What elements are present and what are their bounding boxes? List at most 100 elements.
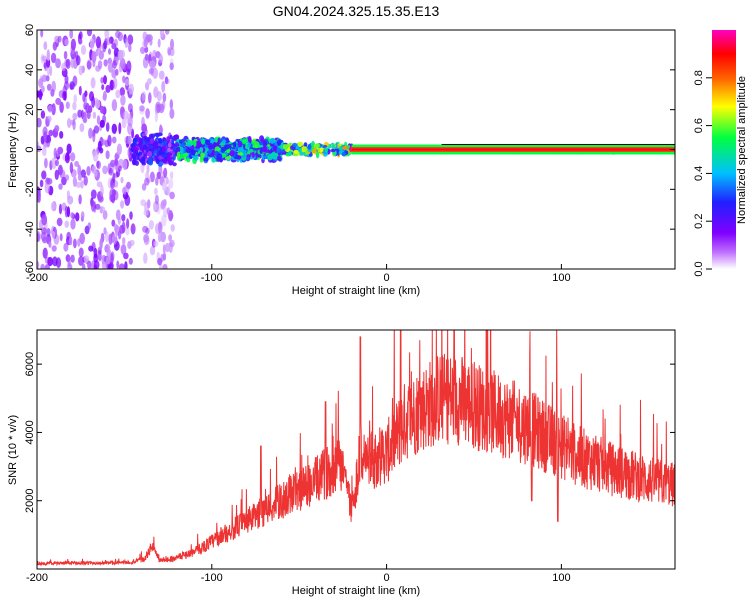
colorbar-tick-label: 0.6 xyxy=(693,118,705,133)
spectrogram-cell xyxy=(39,179,44,188)
spectrogram-cell xyxy=(78,194,82,205)
spectrogram-cell xyxy=(143,233,150,243)
spectrogram-cell xyxy=(125,227,130,236)
spectrogram-cell xyxy=(99,238,103,250)
spectrogram-cell xyxy=(129,211,133,220)
spectrogram-cell xyxy=(155,158,160,165)
spectrogram-cell xyxy=(259,141,264,146)
spectrogram-cell xyxy=(78,85,82,96)
y-tick-label: 6000 xyxy=(24,352,36,376)
spectrogram-cell xyxy=(78,65,84,76)
spectrogram-cell xyxy=(90,189,97,199)
spectrogram-cell xyxy=(111,42,117,50)
snr-x-ticks: -200 -100 0 100 xyxy=(26,564,571,584)
spectrogram-cell xyxy=(107,134,112,147)
spectrogram-cell xyxy=(93,253,99,263)
chart-title: GN04.2024.325.15.35.E13 xyxy=(273,3,440,19)
spectrogram-cell xyxy=(111,99,118,112)
spectrogram-cell xyxy=(164,78,170,85)
x-tick-label: -200 xyxy=(26,572,48,584)
spectrogram-cell xyxy=(74,160,79,167)
spectrogram-cell xyxy=(316,144,320,148)
spectrogram-cell xyxy=(168,159,173,166)
spectrogram-cell xyxy=(169,191,175,200)
spectrogram-cell xyxy=(207,142,214,150)
spectrogram-cell xyxy=(150,133,156,139)
spectrogram-cell xyxy=(37,145,42,152)
spectrogram-cell xyxy=(101,84,105,91)
spectrogram-cell xyxy=(104,243,111,253)
spectrogram-cell xyxy=(262,140,268,147)
spectrogram-cell xyxy=(159,30,165,38)
spectrogram-cell xyxy=(83,175,88,186)
spectrogram-x-ticks: -200 -100 0 100 xyxy=(26,264,571,284)
spectrogram-cell xyxy=(37,90,40,98)
spectrogram-cell xyxy=(108,233,113,245)
spectrogram-cell xyxy=(117,230,122,240)
spectrogram-cell xyxy=(41,146,47,157)
spectrogram-cell xyxy=(128,257,133,265)
x-tick-label: 100 xyxy=(552,572,570,584)
spectrogram-cell xyxy=(234,146,239,150)
x-tick-label: -100 xyxy=(201,272,223,284)
spectrogram-cell xyxy=(158,54,163,64)
spectrogram-cell xyxy=(132,138,138,144)
spectrogram-cell xyxy=(157,137,163,144)
spectrogram-cell xyxy=(195,140,202,148)
spectrogram-cell xyxy=(88,245,94,252)
spectrogram-cell xyxy=(80,169,87,178)
spectrogram-cell xyxy=(47,104,53,113)
spectrogram-cell xyxy=(127,122,133,135)
spectrogram-cell xyxy=(142,31,148,41)
spectrogram-cell xyxy=(138,151,143,156)
spectrogram-cell xyxy=(251,152,255,158)
spectrogram-cell xyxy=(293,149,299,154)
spectrogram-cell xyxy=(145,108,150,119)
spectrogram-cell xyxy=(76,55,81,66)
spectrogram-cell xyxy=(52,41,58,51)
spectrogram-cell xyxy=(155,132,160,138)
spectrogram-cell xyxy=(54,125,60,133)
spectrogram-cell xyxy=(144,177,150,186)
spectrogram-y-ticks: -60 -40 -20 0 20 40 60 xyxy=(24,24,675,277)
spectrogram-cell xyxy=(156,151,162,157)
spectrogram-cell xyxy=(52,256,58,267)
spectrogram-cell xyxy=(95,99,101,109)
spectrogram-cell xyxy=(298,148,302,153)
spectrogram-cell xyxy=(164,242,171,253)
spectrogram-cell xyxy=(156,171,161,180)
spectrogram-cell xyxy=(118,263,125,269)
spectrogram-cell xyxy=(186,157,191,163)
spectrogram-cell xyxy=(87,260,92,269)
spectrogram-cell xyxy=(46,49,50,62)
spectrogram-cell xyxy=(126,181,131,190)
spectrogram-cell xyxy=(78,247,84,258)
spectrogram-cell xyxy=(303,142,308,147)
spectrogram-cell xyxy=(199,147,204,153)
spectrogram-cell xyxy=(119,57,126,70)
spectrogram-cell xyxy=(43,41,48,51)
spectrogram-cell xyxy=(169,99,173,110)
spectrogram-cell xyxy=(77,109,83,118)
y-tick-label: 2000 xyxy=(24,488,36,512)
spectrogram-cell xyxy=(78,38,83,45)
spectrogram-cell xyxy=(303,146,307,152)
spectrogram-cell xyxy=(155,176,159,186)
colorbar-tick-label: 0.0 xyxy=(693,261,705,276)
spectrogram-cell xyxy=(156,103,161,114)
spectrogram-cell xyxy=(142,144,148,150)
spectrogram-cell xyxy=(172,162,177,167)
spectrogram-cell xyxy=(54,169,59,180)
spectrogram-cell xyxy=(149,245,156,256)
spectrogram-cell xyxy=(48,129,54,137)
spectrogram-cell xyxy=(144,46,149,53)
spectrogram-cell xyxy=(122,237,126,245)
spectrogram-cell xyxy=(50,88,55,97)
spectrogram-cell xyxy=(127,34,134,45)
spectrogram-cell xyxy=(105,122,110,132)
spectrogram-cell xyxy=(88,127,93,139)
spectrogram-cell xyxy=(185,148,192,154)
spectrogram-cell xyxy=(158,155,163,160)
spectrogram-cell xyxy=(169,239,175,248)
